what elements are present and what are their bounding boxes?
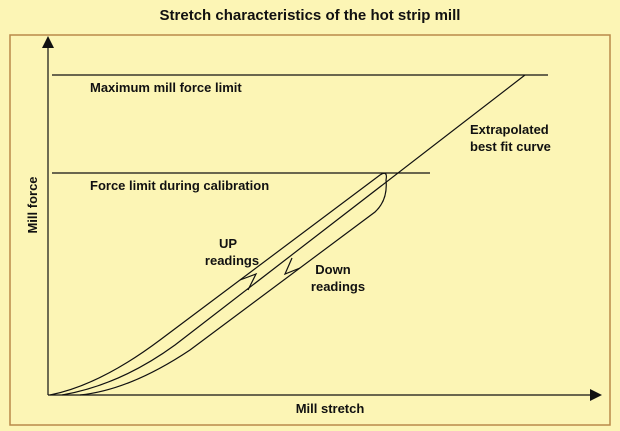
- down-label: Down: [315, 262, 350, 277]
- extrapolated-label: Extrapolated: [470, 122, 549, 137]
- calibration-label: Force limit during calibration: [90, 178, 269, 193]
- max-limit-label: Maximum mill force limit: [90, 80, 242, 95]
- up-curve: [49, 172, 387, 396]
- up-label: UP: [219, 236, 237, 251]
- x-arrow: [590, 389, 602, 401]
- frame: [9, 34, 611, 426]
- y-arrow: [42, 36, 54, 48]
- x-label: Mill stretch: [296, 401, 365, 416]
- y-label: Mill force: [25, 176, 40, 233]
- down-curve: [79, 179, 387, 396]
- up-arrow: [239, 272, 258, 291]
- title: Stretch characteristics of the hot strip…: [160, 7, 461, 24]
- best-fit-curve: [61, 74, 526, 396]
- up-label: readings: [205, 253, 259, 268]
- extrapolated-label: best fit curve: [470, 139, 551, 154]
- down-label: readings: [311, 279, 365, 294]
- down-arrow: [283, 257, 301, 276]
